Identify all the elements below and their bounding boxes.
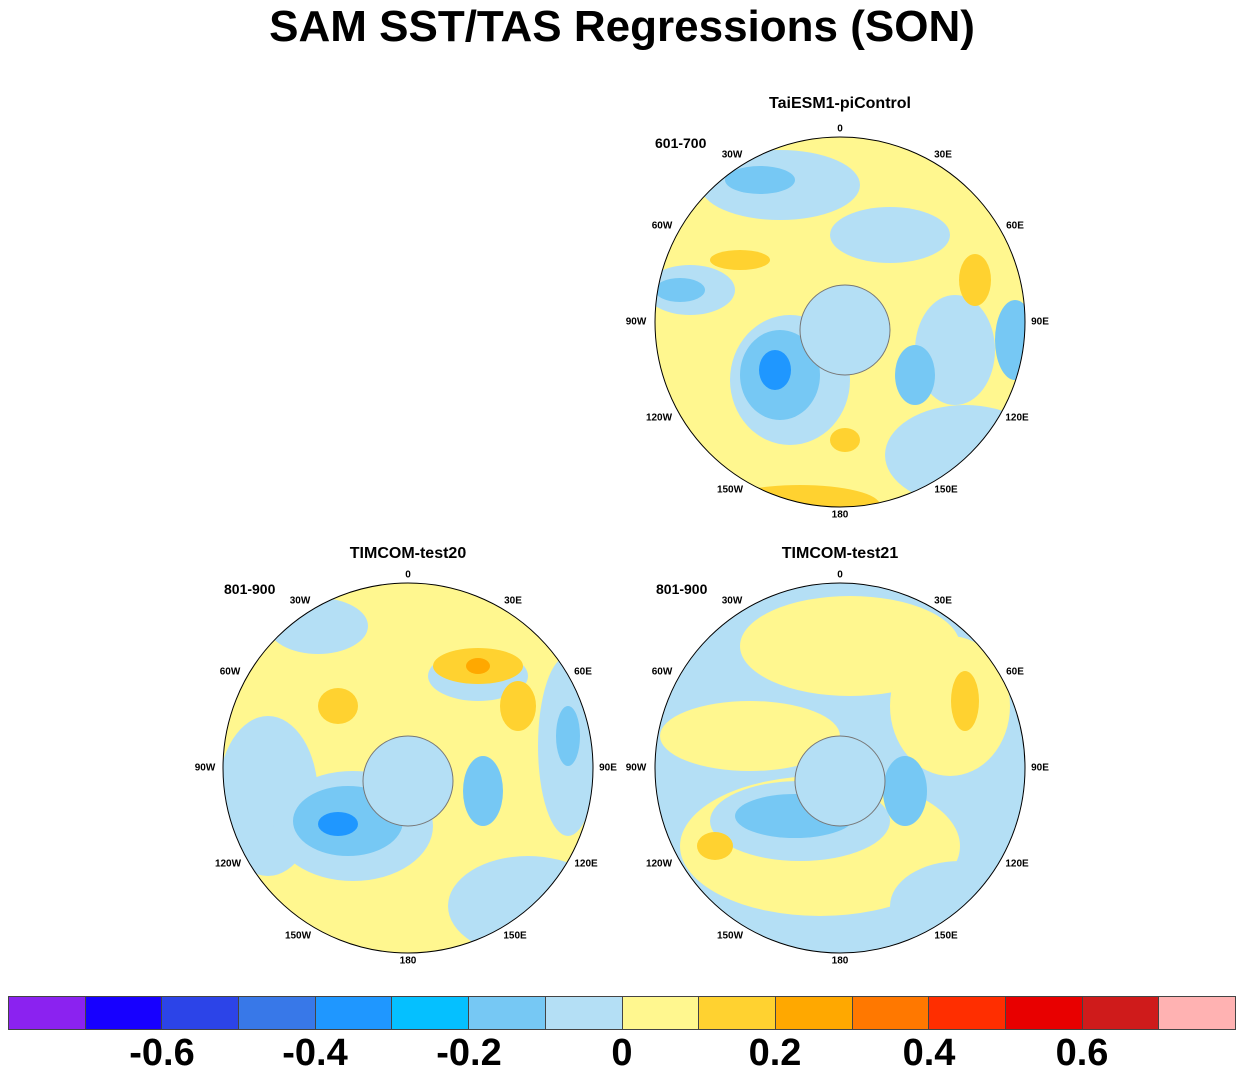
polar-map (654, 136, 1026, 508)
lon-label-90w: 90W (625, 316, 647, 328)
lon-label-120e: 120E (574, 858, 598, 870)
colorbar-label: -0.6 (129, 1032, 195, 1074)
colorbar-box (1159, 997, 1235, 1029)
colorbar-box (622, 997, 700, 1029)
period-label: 801-900 (224, 581, 276, 597)
lon-label-30w: 30W (721, 595, 743, 607)
colorbar-box (85, 997, 163, 1029)
lon-label-30w: 30W (289, 595, 311, 607)
colorbar-box (315, 997, 393, 1029)
colorbar-box (469, 997, 546, 1029)
figure-title: SAM SST/TAS Regressions (SON) (269, 2, 975, 51)
polar-map (654, 582, 1026, 954)
panel-taiesm1: TaiESM1-piControl 601-700 0 30E 60E 90 (620, 90, 1060, 530)
colorbar-label: -0.4 (282, 1032, 348, 1074)
colorbar-box (9, 997, 86, 1029)
lon-label-180: 180 (399, 955, 417, 967)
lon-label-120w: 120W (645, 412, 673, 424)
colorbar-label: -0.2 (436, 1032, 502, 1074)
lon-label-30e: 30E (504, 595, 522, 607)
lon-label-90e: 90E (1031, 762, 1049, 774)
lon-label-90w: 90W (625, 762, 647, 774)
lon-label-60w: 60W (219, 666, 241, 678)
lon-label-60e: 60E (1006, 666, 1024, 678)
lon-label-150e: 150E (934, 930, 958, 942)
colorbar-box (392, 997, 470, 1029)
colorbar-box (775, 997, 853, 1029)
polar-map (222, 582, 594, 954)
colorbar-label: 0 (611, 1032, 633, 1074)
colorbar-box (852, 997, 930, 1029)
lon-label-120w: 120W (214, 858, 242, 870)
colorbar-box (699, 997, 776, 1029)
lon-label-30w: 30W (721, 149, 743, 161)
lon-label-180: 180 (831, 509, 849, 521)
colorbar-label: 0.2 (748, 1032, 802, 1074)
lon-label-90e: 90E (1031, 316, 1049, 328)
panel-title: TIMCOM-test20 (349, 545, 467, 562)
lon-label-60e: 60E (574, 666, 592, 678)
panel-timcom-test21: TIMCOM-test21 801-900 0 30E 60E 90E 120E… (620, 536, 1060, 976)
colorbar-label: 0.4 (902, 1032, 956, 1074)
lon-label-90w: 90W (194, 762, 216, 774)
colorbar-box (545, 997, 623, 1029)
lon-label-90e: 90E (599, 762, 617, 774)
lon-label-60w: 60W (651, 666, 673, 678)
colorbar-box (1005, 997, 1083, 1029)
colorbar (8, 996, 1236, 1030)
lon-label-150e: 150E (503, 930, 527, 942)
lon-label-150w: 150W (716, 484, 744, 496)
lon-label-180: 180 (831, 955, 849, 967)
colorbar-box (239, 997, 316, 1029)
lon-label-150e: 150E (934, 484, 958, 496)
lon-label-30e: 30E (934, 149, 952, 161)
lon-label-30e: 30E (934, 595, 952, 607)
lon-label-60e: 60E (1006, 220, 1024, 232)
colorbar-label: 0.6 (1055, 1032, 1109, 1074)
lon-label-150w: 150W (284, 930, 312, 942)
lon-label-120e: 120E (1005, 412, 1029, 424)
lon-label-150w: 150W (716, 930, 744, 942)
colorbar-box (1082, 997, 1160, 1029)
panel-timcom-test20: TIMCOM-test20 801-900 0 30E 60E 90E 120E… (188, 536, 628, 976)
colorbar-box (929, 997, 1006, 1029)
period-label: 801-900 (656, 581, 708, 597)
panel-title: TIMCOM-test21 (781, 545, 899, 562)
panel-title: TaiESM1-piControl (769, 95, 911, 112)
lon-label-120w: 120W (645, 858, 673, 870)
lon-label-0: 0 (837, 569, 843, 581)
lon-label-0: 0 (837, 123, 843, 135)
period-label: 601-700 (655, 135, 707, 151)
lon-label-60w: 60W (651, 220, 673, 232)
lon-label-120e: 120E (1005, 858, 1029, 870)
lon-label-0: 0 (405, 569, 411, 581)
colorbar-box (162, 997, 240, 1029)
